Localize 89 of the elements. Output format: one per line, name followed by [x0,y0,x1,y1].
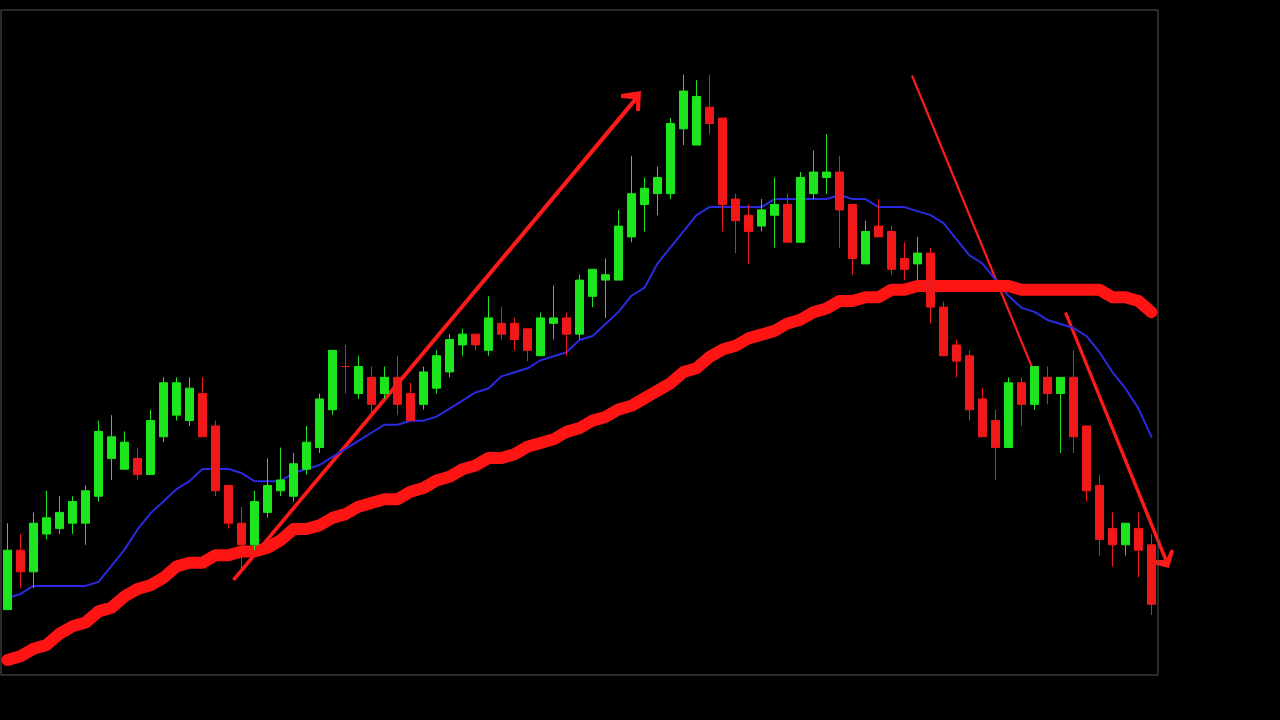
candlestick [484,295,493,357]
candlestick [107,414,116,481]
candlestick [1043,366,1052,405]
candlestick [198,376,207,438]
candlestick [822,133,831,195]
candlestick [952,339,961,378]
candlestick [419,366,428,411]
candlestick [185,376,194,427]
candlestick [874,198,883,238]
candlestick [770,176,779,249]
candlestick [549,285,558,341]
candlestick [692,79,701,146]
candlestick [471,333,480,351]
candlestick [796,171,805,243]
candlestick [861,220,870,265]
candlestick [263,457,272,519]
candlestick [289,452,298,503]
candlestick [562,312,571,357]
candlestick [237,506,246,573]
candlestick [406,382,415,422]
candlestick [1121,522,1130,557]
candlestick [120,430,129,470]
candlestick [991,409,1000,481]
candlestick [16,533,25,589]
candlestick [341,344,350,395]
candlestick [757,198,766,232]
candlestick [250,490,259,551]
candlestick [146,409,155,476]
candlestick [510,317,519,351]
candlestick [575,274,584,341]
candlestick [55,495,64,535]
candlestick [328,349,337,416]
candlestick [783,193,792,243]
candlestick [393,355,402,416]
candlestick [1004,376,1013,449]
candlestick [900,241,909,281]
candlestick [1030,366,1039,411]
candlestick [133,447,142,481]
candlestick [718,117,727,232]
candlestick [94,420,103,503]
candlestick [159,376,168,443]
candlestick [913,236,922,281]
candlestick [809,149,818,200]
candlestick [523,328,532,362]
candlestick [172,376,181,422]
candlestick [380,366,389,400]
candlestick [445,333,454,378]
candlestick [835,155,844,249]
candlestick [848,203,857,276]
candlestick [653,166,662,216]
candlestick [640,176,649,232]
candlestick [354,355,363,400]
candlestick [3,522,12,611]
candlestick [588,268,597,308]
candlestick [978,387,987,438]
candlestick [1147,533,1156,616]
candlestick [926,247,935,324]
candlestick [705,74,714,135]
candlestick [887,225,896,276]
candlestick [1082,425,1091,503]
candlestick [315,393,324,454]
candlestick [614,209,623,281]
candlestick [432,349,441,395]
candlestick [497,306,506,341]
candlestick [627,155,636,243]
candlestick [965,349,974,422]
candlestick [42,490,51,540]
candlestick [601,258,610,319]
candlestick [1017,376,1026,427]
candlestick [744,203,753,265]
candlestick [1069,349,1078,454]
candlestick [68,495,77,535]
candlestick [29,511,38,589]
candlestick [1108,511,1117,567]
candlestick [224,484,233,530]
candlestick [1095,474,1104,557]
candlestick [458,328,467,357]
candlestick [302,425,311,476]
candlestick [1056,376,1065,454]
candlestick [367,366,376,416]
candlestick [211,420,220,497]
candlestick [679,74,688,146]
candlestick [666,117,675,200]
candlestick [276,447,285,497]
candlestick [81,484,90,546]
candlestick [731,193,740,254]
candlestick [939,301,948,357]
candlestick [536,312,545,357]
candlestick [1134,511,1143,578]
